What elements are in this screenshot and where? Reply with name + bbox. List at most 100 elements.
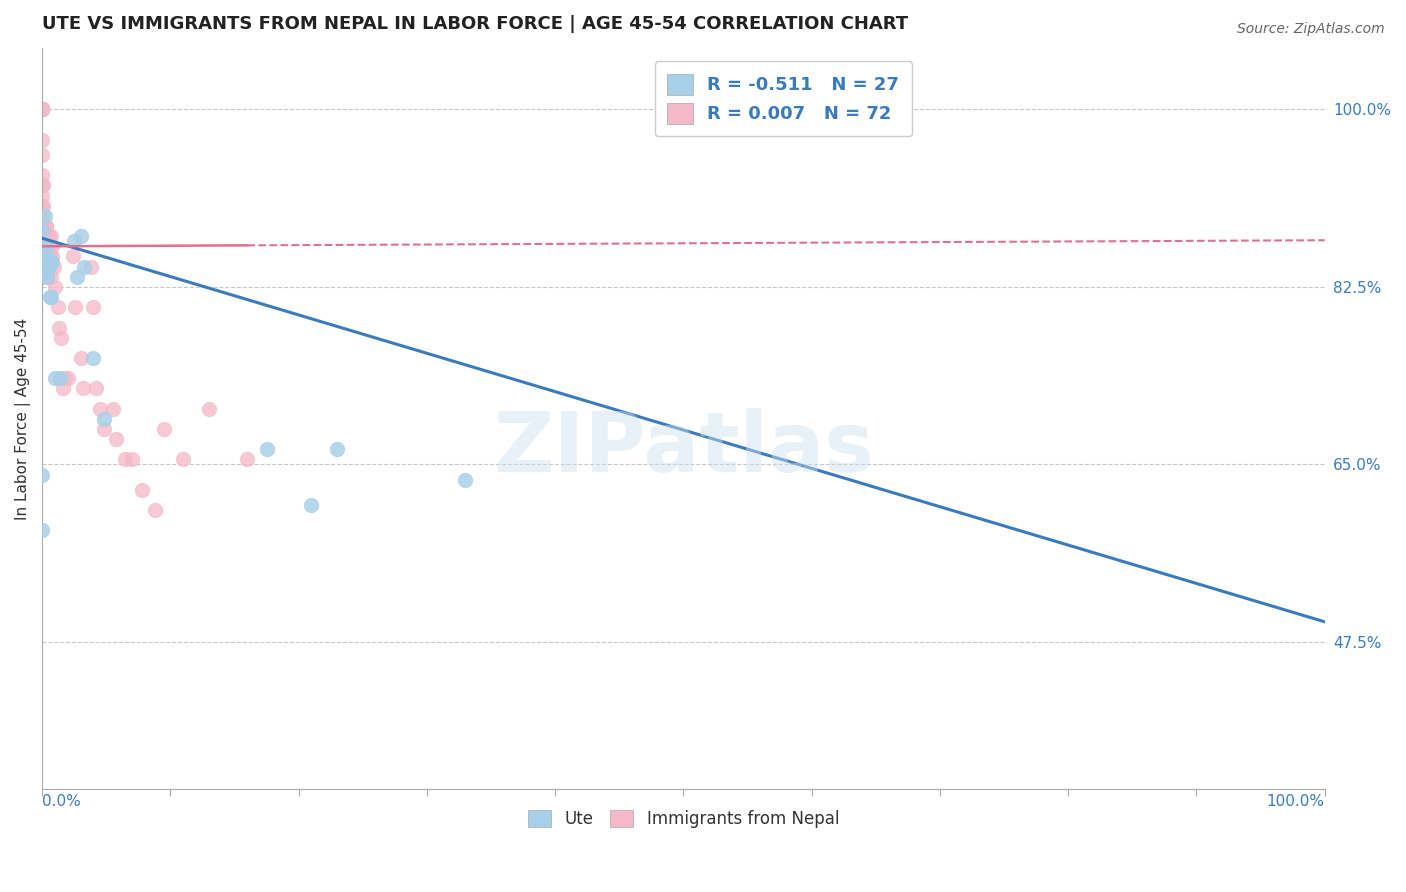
Point — [31, 209, 53, 223]
Point — [73, 260, 96, 274]
Legend: Ute, Immigrants from Nepal: Ute, Immigrants from Nepal — [519, 802, 848, 837]
Point — [31, 178, 53, 193]
Point — [56, 371, 79, 385]
Point — [69, 351, 91, 365]
Point — [84, 381, 107, 395]
Point — [105, 432, 128, 446]
Point — [31, 260, 53, 274]
Point — [38, 250, 60, 264]
Point — [37, 250, 59, 264]
Point — [256, 442, 278, 457]
Point — [31, 148, 53, 162]
Point — [101, 401, 124, 416]
Point — [31, 103, 53, 117]
Point — [35, 219, 58, 233]
Point — [172, 452, 194, 467]
Point — [31, 219, 53, 233]
Point — [38, 239, 60, 253]
Point — [31, 188, 53, 202]
Point — [48, 320, 70, 334]
Point — [121, 452, 143, 467]
Point — [65, 300, 87, 314]
Point — [31, 103, 53, 117]
Point — [42, 260, 65, 274]
Point — [35, 219, 58, 233]
Point — [44, 280, 66, 294]
Point — [39, 229, 62, 244]
Point — [32, 239, 55, 253]
Point — [35, 244, 58, 259]
Point — [44, 371, 66, 385]
Point — [31, 199, 53, 213]
Point — [326, 442, 349, 457]
Point — [34, 209, 56, 223]
Point — [131, 483, 153, 497]
Point — [198, 401, 221, 416]
Point — [454, 473, 477, 487]
Point — [37, 254, 59, 268]
Point — [72, 381, 94, 395]
Point — [31, 250, 53, 264]
Point — [93, 412, 115, 426]
Point — [62, 250, 84, 264]
Point — [31, 250, 53, 264]
Point — [31, 103, 53, 117]
Point — [41, 254, 63, 268]
Point — [31, 260, 53, 274]
Point — [34, 229, 56, 244]
Point — [37, 250, 59, 264]
Point — [39, 254, 62, 268]
Point — [153, 422, 176, 436]
Point — [93, 422, 115, 436]
Point — [32, 199, 55, 213]
Text: UTE VS IMMIGRANTS FROM NEPAL IN LABOR FORCE | AGE 45-54 CORRELATION CHART: UTE VS IMMIGRANTS FROM NEPAL IN LABOR FO… — [42, 15, 908, 33]
Text: ZIPatlas: ZIPatlas — [494, 408, 875, 489]
Point — [31, 265, 53, 279]
Text: 0.0%: 0.0% — [42, 794, 82, 809]
Point — [38, 229, 60, 244]
Point — [34, 239, 56, 253]
Point — [31, 133, 53, 147]
Point — [89, 401, 111, 416]
Point — [31, 229, 53, 244]
Point — [38, 250, 60, 264]
Point — [37, 269, 59, 284]
Point — [143, 503, 166, 517]
Point — [38, 260, 60, 274]
Point — [31, 229, 53, 244]
Point — [31, 229, 53, 244]
Point — [37, 229, 59, 244]
Point — [69, 229, 91, 244]
Point — [66, 269, 89, 284]
Point — [46, 300, 69, 314]
Point — [53, 371, 76, 385]
Point — [52, 381, 75, 395]
Point — [114, 452, 136, 467]
Point — [31, 103, 53, 117]
Point — [31, 269, 53, 284]
Point — [82, 300, 104, 314]
Point — [38, 290, 60, 304]
Point — [32, 219, 55, 233]
Point — [31, 269, 53, 284]
Point — [80, 260, 103, 274]
Point — [31, 467, 53, 482]
Point — [34, 229, 56, 244]
Text: 100.0%: 100.0% — [1267, 794, 1324, 809]
Point — [63, 234, 86, 248]
Point — [49, 371, 72, 385]
Point — [41, 250, 63, 264]
Y-axis label: In Labor Force | Age 45-54: In Labor Force | Age 45-54 — [15, 318, 31, 520]
Point — [31, 250, 53, 264]
Point — [31, 239, 53, 253]
Point — [32, 178, 55, 193]
Point — [82, 351, 104, 365]
Text: Source: ZipAtlas.com: Source: ZipAtlas.com — [1237, 22, 1385, 37]
Point — [37, 229, 59, 244]
Point — [31, 169, 53, 183]
Point — [301, 498, 323, 512]
Point — [31, 103, 53, 117]
Point — [31, 103, 53, 117]
Point — [39, 290, 62, 304]
Point — [41, 239, 63, 253]
